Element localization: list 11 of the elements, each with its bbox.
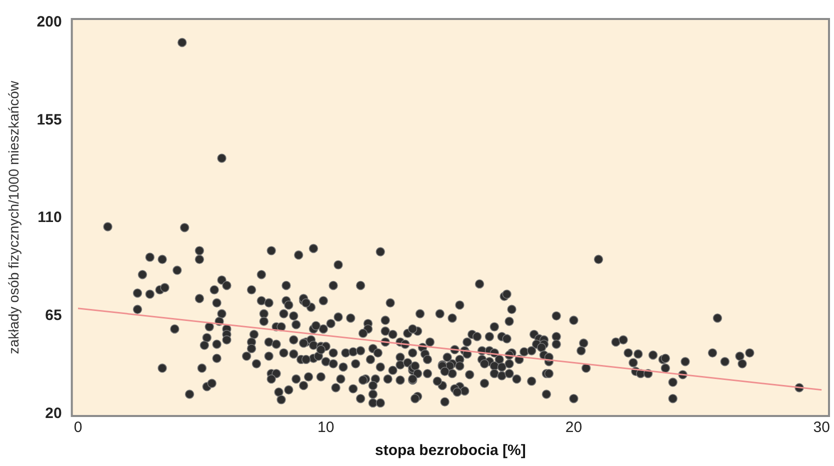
x-tick-label: 30	[813, 419, 830, 436]
x-tick-label: 20	[565, 419, 582, 436]
y-tick-label: 155	[36, 111, 62, 128]
y-tick-label: 20	[45, 404, 62, 422]
x-tick-label: 0	[74, 419, 82, 436]
x-axis-title: stopa bezrobocia [%]	[374, 442, 526, 460]
y-tick-label: 200	[36, 13, 62, 30]
y-axis-title: zakłady osób fizycznych/1000 mieszkańców	[5, 80, 22, 354]
y-tick-label: 65	[45, 307, 62, 324]
x-tick-label: 10	[318, 419, 334, 436]
y-tick-label: 110	[38, 209, 62, 226]
